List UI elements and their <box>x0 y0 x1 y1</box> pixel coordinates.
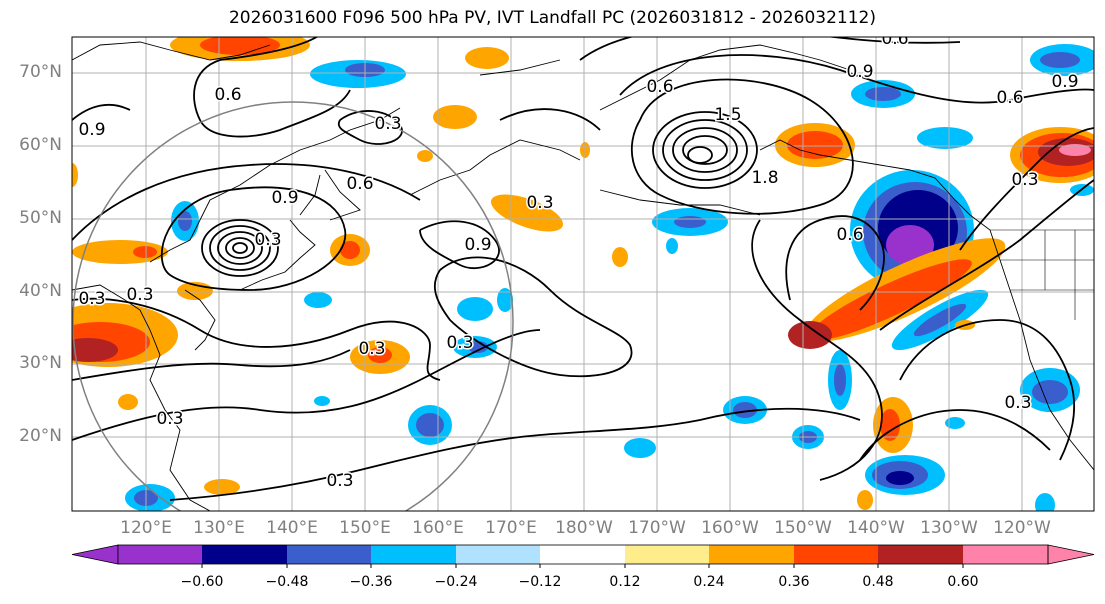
contour-label: 0.9 <box>846 62 873 82</box>
contour-label: 0.6 <box>214 85 241 105</box>
lon-label: 150°W <box>774 518 832 538</box>
lon-label: 170°E <box>485 518 537 538</box>
contour-label: 0.3 <box>78 289 105 309</box>
contour-label: 0.6 <box>836 225 863 245</box>
contour-label: 0.6 <box>996 88 1023 108</box>
contour-label: 1.8 <box>751 168 778 188</box>
colorbar-segment <box>963 545 1048 564</box>
colorbar-tick-label: −0.48 <box>265 574 309 590</box>
colorbar-segment <box>202 545 287 564</box>
graticule <box>72 37 1094 511</box>
lon-label: 120°E <box>120 518 172 538</box>
contour-labels: 0.6 0.9 0.3 0.6 0.3 0.6 0.9 0.6 0.3 0.9 1.5 1.8 0.9 0… <box>77 29 1080 493</box>
lon-label: 160°E <box>412 518 464 538</box>
colorbar-tick-label: 0.60 <box>947 574 979 590</box>
lon-label: 140°E <box>266 518 318 538</box>
reference-circle <box>72 101 514 511</box>
lat-label: 40°N <box>19 281 62 301</box>
contour-label: 0.3 <box>326 471 353 491</box>
lat-label: 20°N <box>19 426 62 446</box>
colorbar-extend-max <box>1047 544 1095 565</box>
colorbar-extend-min <box>71 544 119 565</box>
contour-label: 0.9 <box>78 120 105 140</box>
lon-label: 140°W <box>847 518 905 538</box>
lon-label: 160°W <box>701 518 759 538</box>
colorbar-tick-label: 0.48 <box>862 574 894 590</box>
lat-label: 50°N <box>19 208 62 228</box>
contour-label: 0.3 <box>526 193 553 213</box>
contour-label: 0.3 <box>126 285 153 305</box>
contour-label: 0.3 <box>374 114 401 134</box>
contour-label: 0.9 <box>464 235 491 255</box>
colorbar-segment <box>625 545 709 564</box>
colorbar-segment <box>794 545 878 564</box>
contour-label: 1.5 <box>714 105 741 125</box>
contour-label: 0.3 <box>1011 170 1038 190</box>
lon-label: 180°W <box>555 518 613 538</box>
colorbar-segment <box>878 545 963 564</box>
map-frame <box>71 36 1095 512</box>
contour-label: 0.9 <box>271 188 298 208</box>
colorbar-tick-label: 0.24 <box>693 574 725 590</box>
contour-label: 0.3 <box>254 230 281 250</box>
colorbar-segment <box>456 545 540 564</box>
contour-label: 0.6 <box>346 174 373 194</box>
colorbar-segment <box>287 545 371 564</box>
contour-label: 0.6 <box>646 77 673 97</box>
contour-label: 0.3 <box>156 409 183 429</box>
colorbar-segment <box>709 545 794 564</box>
colorbar-tick-label: −0.60 <box>180 574 224 590</box>
lat-label: 70°N <box>19 62 62 82</box>
colorbar-tick-label: 0.36 <box>778 574 810 590</box>
lon-label: 150°E <box>339 518 391 538</box>
contour-label: 0.3 <box>446 333 473 353</box>
colorbar-tick-label: −0.36 <box>349 574 393 590</box>
lon-label: 170°W <box>628 518 686 538</box>
us-state-borders <box>990 229 1094 320</box>
pv-contours <box>72 37 1094 501</box>
lon-label: 130°W <box>920 518 978 538</box>
colorbar-tick-label: −0.24 <box>434 574 478 590</box>
lon-label: 120°W <box>993 518 1051 538</box>
contour-label: 0.3 <box>1004 393 1031 413</box>
shading-layer <box>72 37 1094 511</box>
colorbar-tick-label: 0.12 <box>609 574 641 590</box>
contour-label: 0.9 <box>1051 72 1078 92</box>
colorbar-tick-label: −0.12 <box>518 574 562 590</box>
lat-label: 30°N <box>19 353 62 373</box>
colorbar-segment <box>371 545 456 564</box>
colorbar-segment <box>540 545 625 564</box>
lat-label: 60°N <box>19 135 62 155</box>
lon-label: 130°E <box>193 518 245 538</box>
contour-label: 0.3 <box>358 339 385 359</box>
colorbar-segment <box>118 545 202 564</box>
map-title: 2026031600 F096 500 hPa PV, IVT Landfall… <box>228 8 876 28</box>
contour-label: 0.6 <box>881 29 908 49</box>
colorbar <box>71 544 1095 568</box>
